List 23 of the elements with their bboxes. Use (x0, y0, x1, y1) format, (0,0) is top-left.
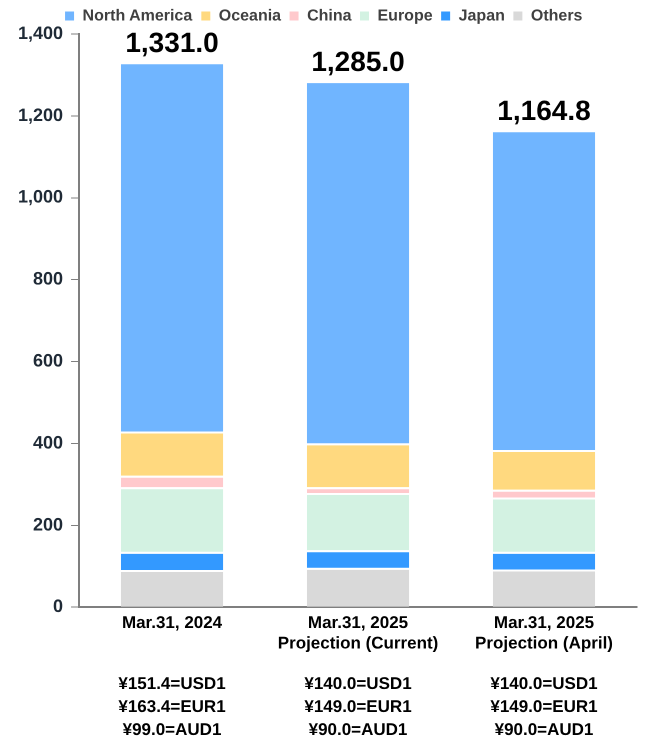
text: ¥140.0=USD1 ¥149.0=EUR1 ¥90.0=AUD1 (303, 673, 413, 741)
y-tick-label: 1,000 (18, 186, 64, 207)
y-tick-label: 400 (32, 432, 64, 452)
y-tick-label: 800 (32, 268, 64, 289)
legend-label: Oceania (218, 7, 282, 24)
legend-label: Europe (378, 7, 433, 24)
legend-label: Others (530, 7, 583, 24)
y-tick-label: 0 (53, 596, 64, 616)
text: ¥151.4=USD1 ¥163.4=EUR1 ¥99.0=AUD1 (117, 673, 227, 741)
x-tick-label: Mar.31, 2024 (122, 613, 223, 632)
legend-label: China (307, 7, 352, 24)
legend-label: North America (82, 7, 192, 24)
y-tick-label: 1,400 (18, 22, 64, 43)
total-label: 1,331.0 (125, 26, 219, 58)
x-tick-label: Mar.31, 2025 Projection (Current) (278, 613, 438, 652)
total-label: 1,285.0 (311, 46, 405, 77)
y-tick-label: 600 (32, 350, 64, 371)
x-tick-label: Mar.31, 2025 Projection (April) (475, 613, 613, 652)
y-tick-label: 200 (32, 514, 64, 534)
y-tick-label: 1,200 (18, 104, 64, 125)
total-label: 1,164.8 (497, 95, 591, 126)
text: ¥140.0=USD1 ¥149.0=EUR1 ¥90.0=AUD1 (489, 673, 599, 741)
legend-label: Japan (458, 7, 505, 24)
